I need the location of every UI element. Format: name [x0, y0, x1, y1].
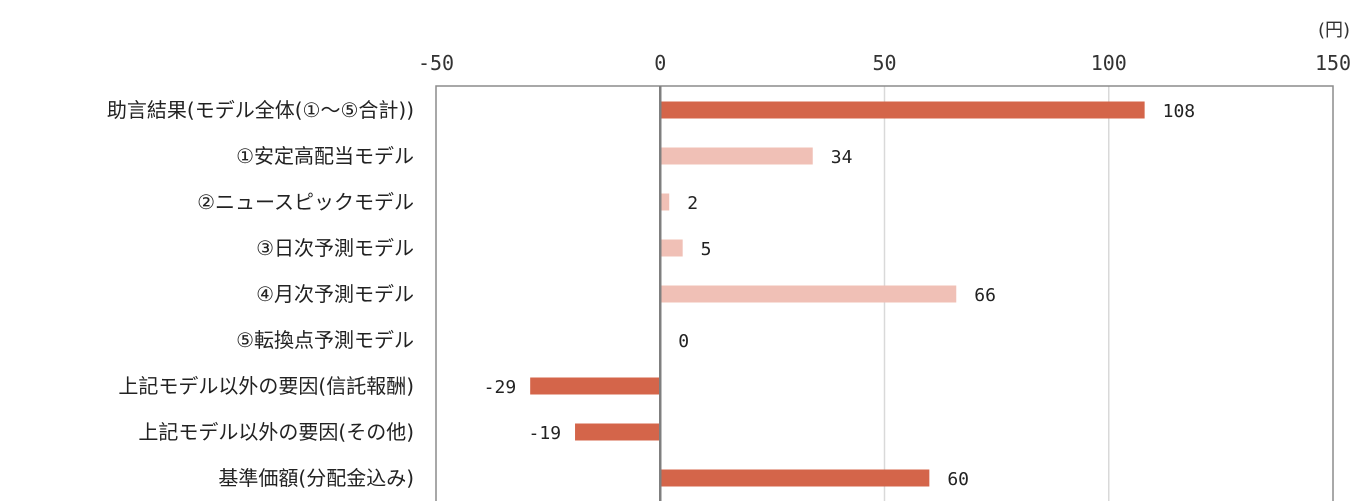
category-label: ①安定高配当モデル [236, 144, 414, 168]
x-tick-label: -50 [418, 51, 454, 75]
category-label: ③日次予測モデル [256, 236, 414, 260]
x-tick-label: 50 [872, 51, 896, 75]
bar [660, 193, 670, 211]
bar [660, 469, 930, 487]
data-label: 5 [701, 239, 712, 260]
category-label: 上記モデル以外の要因(その他) [138, 420, 414, 444]
category-label: 助言結果(モデル全体(①〜⑤合計)) [107, 98, 414, 122]
plot-area-border [435, 85, 1334, 501]
category-label: 基準価額(分配金込み) [218, 466, 414, 490]
data-label: 0 [678, 331, 689, 352]
bar [660, 285, 957, 303]
data-label: 66 [974, 285, 996, 306]
unit-label: (円) [1318, 20, 1350, 41]
category-label: ⑤転換点予測モデル [236, 328, 414, 352]
x-tick-label: 0 [654, 51, 666, 75]
x-tick-label: 150 [1315, 51, 1351, 75]
data-label: 34 [831, 147, 853, 168]
data-label: 2 [687, 193, 698, 214]
bar [530, 377, 661, 395]
data-label: 60 [947, 469, 969, 490]
bar [660, 101, 1145, 119]
data-label: -19 [529, 423, 562, 444]
category-label: ④月次予測モデル [256, 282, 414, 306]
data-label: -29 [484, 377, 517, 398]
bar [575, 423, 661, 441]
category-label: ②ニュースピックモデル [197, 190, 414, 214]
x-tick-label: 100 [1091, 51, 1127, 75]
category-label: 上記モデル以外の要因(信託報酬) [118, 374, 414, 398]
data-label: 108 [1163, 101, 1196, 122]
bar [660, 239, 683, 257]
bar [660, 147, 813, 165]
